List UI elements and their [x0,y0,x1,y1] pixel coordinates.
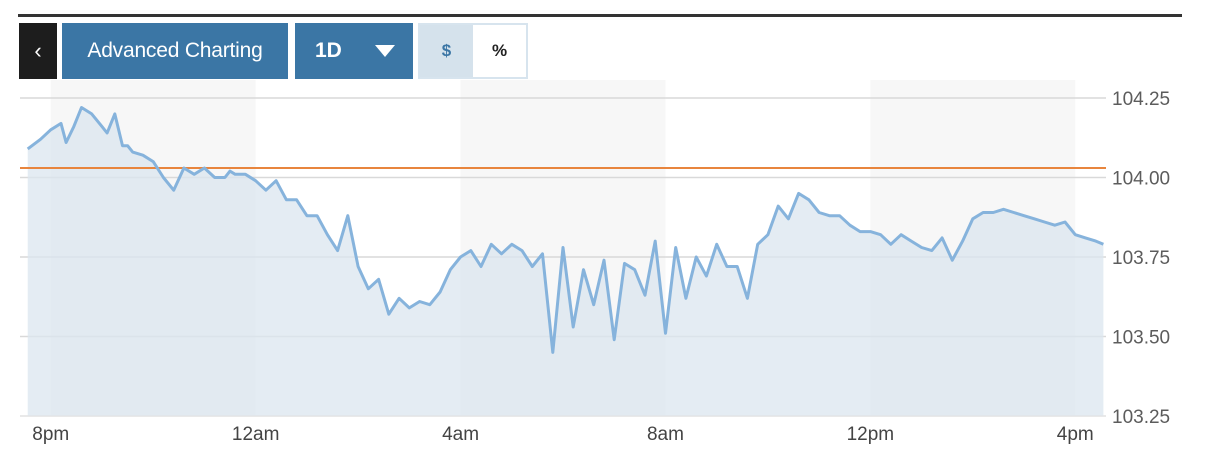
advanced-charting-label: Advanced Charting [87,39,263,62]
y-axis-labels: 104.25 104.00 103.75 103.50 103.25 [1112,89,1170,428]
chevron-left-icon: ‹ [34,38,42,63]
period-label: 1D [315,39,342,62]
x-tick-label: 8am [647,424,684,445]
currency-mode-label: $ [441,41,452,60]
y-tick-label: 104.25 [1112,89,1170,110]
y-tick-label: 104.00 [1112,169,1170,190]
x-tick-label: 4pm [1057,424,1094,445]
back-button[interactable]: ‹ [19,23,57,79]
y-tick-label: 103.50 [1112,328,1170,349]
x-tick-label: 8pm [32,424,69,445]
percent-mode-label: % [491,41,508,60]
top-rule [18,14,1182,17]
currency-mode-button[interactable]: $ [420,25,473,77]
x-tick-label: 4am [442,424,479,445]
y-tick-label: 103.75 [1112,248,1170,269]
price-line [26,106,1104,354]
x-tick-label: 12pm [847,424,895,445]
advanced-charting-button[interactable]: Advanced Charting [62,23,288,79]
y-tick-label: 103.25 [1112,407,1170,428]
value-mode-toggle: $ % [418,23,528,79]
period-dropdown[interactable]: 1D [295,23,413,79]
price-area-fill [27,107,1104,416]
percent-mode-button[interactable]: % [473,25,526,77]
x-tick-label: 12am [232,424,280,445]
caret-down-icon [375,45,395,57]
x-axis-labels: 8pm 12am 4am 8am 12pm 4pm [32,424,1093,445]
